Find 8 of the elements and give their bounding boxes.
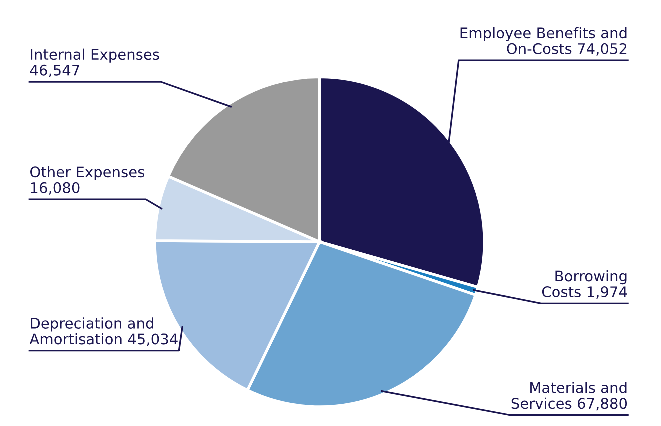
slice-label: Depreciation and Amortisation 45,034 bbox=[30, 318, 178, 346]
data-label: 16,080 bbox=[31, 182, 80, 195]
slice-label: Employee Benefits and On-Costs 74,052 bbox=[460, 27, 627, 56]
slice-label: Internal Expenses bbox=[31, 48, 160, 63]
slice-label: Borrowing Costs 1,974 bbox=[542, 270, 628, 300]
slice-label: Materials and Services 67,880 bbox=[512, 382, 628, 411]
slice-label: Other Expenses bbox=[30, 166, 144, 180]
data-label: 46,547 bbox=[30, 64, 80, 78]
